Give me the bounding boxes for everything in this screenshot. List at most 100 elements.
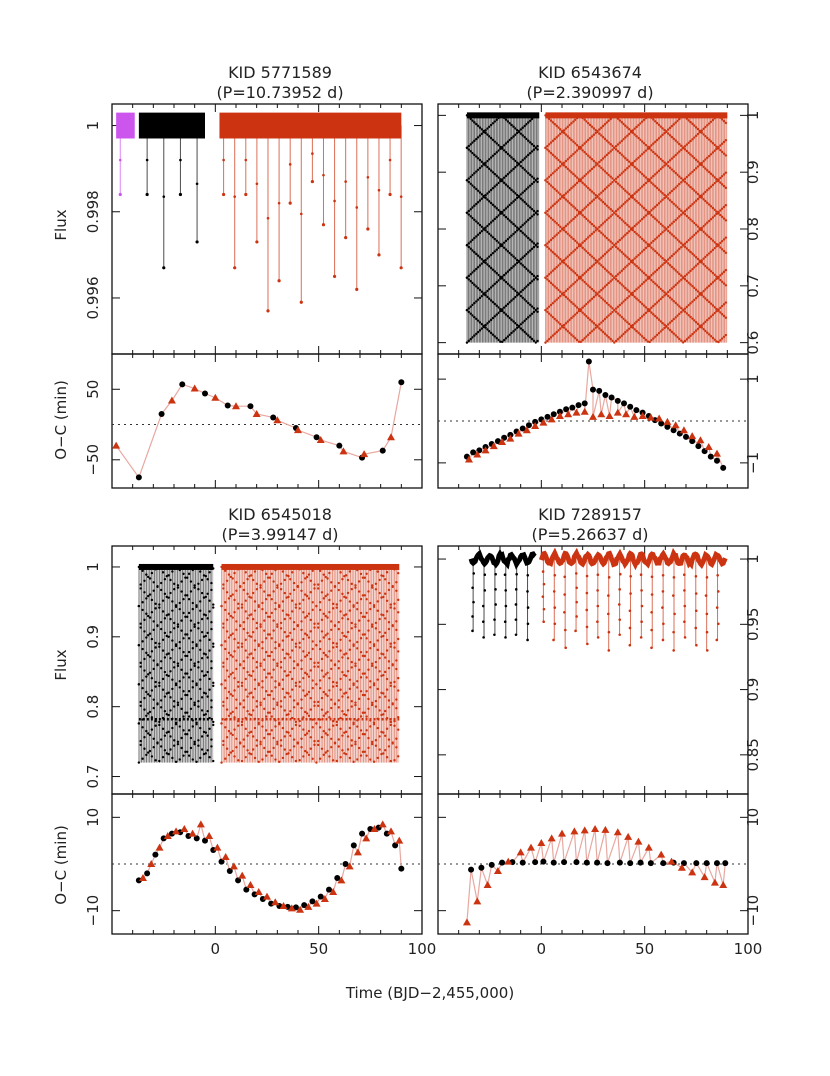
flux-point xyxy=(330,706,333,710)
flux-point xyxy=(570,333,573,336)
flux-point xyxy=(561,195,564,199)
flux-point xyxy=(309,579,313,583)
flux-point xyxy=(525,137,528,141)
flux-point xyxy=(706,221,709,224)
flux-point xyxy=(627,230,631,233)
flux-point xyxy=(480,132,484,136)
flux-point xyxy=(575,246,579,250)
flux-point xyxy=(250,713,253,717)
flux-point xyxy=(720,118,724,121)
flux-point xyxy=(596,195,599,199)
flux-point xyxy=(370,701,374,704)
flux-point xyxy=(627,132,631,136)
oc-point-q_red xyxy=(320,895,329,902)
flux-point xyxy=(719,311,722,314)
flux-point xyxy=(551,301,555,305)
flux-point xyxy=(553,220,556,223)
flux-point xyxy=(713,306,716,309)
flux-point xyxy=(495,174,498,178)
flux-point xyxy=(546,180,549,184)
flux-point xyxy=(536,245,539,249)
dip-point xyxy=(585,574,589,578)
flux-point xyxy=(600,264,603,267)
dip-point xyxy=(514,618,518,621)
flux-point xyxy=(506,140,510,143)
dip-point xyxy=(355,206,359,209)
flux-point xyxy=(159,660,163,663)
flux-point xyxy=(263,629,266,632)
flux-point xyxy=(350,587,353,591)
flux-point xyxy=(588,169,592,172)
flux-point xyxy=(165,731,168,734)
flux-point xyxy=(365,676,368,679)
flux-point xyxy=(704,199,707,203)
flux-point xyxy=(365,598,368,601)
flux-point xyxy=(667,225,670,229)
dip-point xyxy=(332,274,337,279)
flux-point xyxy=(148,593,152,596)
flux-point xyxy=(722,205,726,209)
flux-point xyxy=(361,594,365,597)
flux-point xyxy=(296,703,299,706)
flux-point xyxy=(611,339,614,342)
flux-point xyxy=(171,639,174,642)
flux-point xyxy=(504,248,508,251)
flux-point xyxy=(514,192,517,195)
flux-point xyxy=(317,739,320,743)
flux-point xyxy=(611,242,614,245)
flux-point xyxy=(328,689,331,692)
flux-point xyxy=(655,284,659,287)
flux-point xyxy=(350,627,353,630)
flux-point xyxy=(689,269,692,273)
flux-point xyxy=(242,667,246,670)
oc-point-q_black xyxy=(292,904,299,911)
flux-point xyxy=(294,681,298,685)
flux-point xyxy=(670,287,674,290)
flux-point xyxy=(549,216,553,220)
flux-point xyxy=(506,120,510,123)
flux-point xyxy=(668,134,672,137)
flux-point xyxy=(231,577,234,580)
flux-point xyxy=(622,267,625,271)
flux-point xyxy=(657,253,661,256)
flux-point xyxy=(693,266,696,269)
oc-point-q_red xyxy=(671,421,680,429)
oc-point-q_black xyxy=(313,434,320,441)
flux-point xyxy=(532,180,536,184)
dip-point xyxy=(661,590,665,593)
flux-point xyxy=(680,339,683,342)
flux-point xyxy=(259,662,262,665)
flux-point xyxy=(251,630,255,634)
flux-point xyxy=(668,159,672,162)
flux-point xyxy=(163,695,167,698)
flux-point xyxy=(283,735,286,738)
flux-point xyxy=(161,677,165,681)
flux-point xyxy=(482,228,485,231)
flux-point xyxy=(519,323,523,326)
flux-point xyxy=(326,593,329,596)
flux-point xyxy=(502,279,506,282)
flux-point xyxy=(478,329,482,332)
flux-point xyxy=(600,256,603,259)
flux-point xyxy=(357,697,361,701)
flux-point xyxy=(631,164,635,167)
flux-point xyxy=(493,237,497,241)
dip-point xyxy=(344,180,347,183)
flux-point xyxy=(484,294,487,297)
flux-point xyxy=(585,302,588,306)
flux-point xyxy=(685,240,689,244)
flux-point xyxy=(639,171,642,174)
flux-point xyxy=(724,236,728,239)
flux-point xyxy=(384,709,387,713)
flux-point xyxy=(575,208,579,212)
flux-point xyxy=(356,679,359,683)
flux-point xyxy=(549,184,553,187)
flux-point xyxy=(393,602,396,605)
flux-point xyxy=(305,594,309,598)
flux-point xyxy=(694,134,698,138)
flux-point xyxy=(169,617,172,621)
flux-point xyxy=(654,249,657,253)
flux-point xyxy=(187,690,191,693)
flux-point xyxy=(311,757,314,760)
flux-point xyxy=(270,729,273,732)
